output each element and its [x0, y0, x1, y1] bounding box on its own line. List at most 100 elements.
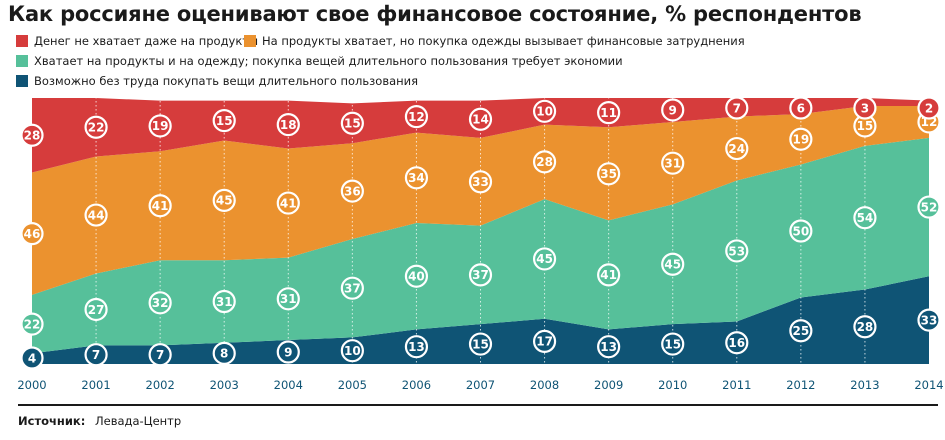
value-marker: 12	[404, 105, 429, 129]
data-label: 41	[600, 268, 617, 282]
value-marker-circle	[789, 219, 813, 243]
value-marker-circle	[84, 343, 108, 367]
data-label: 45	[536, 252, 553, 266]
x-tick-label: 2000	[17, 378, 46, 392]
value-marker-circle	[404, 166, 429, 190]
value-marker-circle	[789, 127, 813, 151]
value-marker: 24	[725, 136, 749, 161]
value-marker-circle	[340, 179, 364, 203]
value-marker: 28	[532, 150, 557, 174]
data-label: 13	[600, 340, 617, 354]
data-label: 54	[857, 211, 874, 225]
value-marker: 40	[404, 264, 429, 288]
data-label: 10	[344, 344, 361, 358]
data-label: 53	[728, 244, 745, 258]
value-marker-circle	[597, 101, 621, 125]
x-tick-label: 2009	[594, 378, 623, 392]
value-marker-circle	[212, 341, 236, 365]
value-marker: 35	[597, 162, 621, 186]
legend-label: На продукты хватает, но покупка одежды в…	[262, 34, 745, 48]
value-marker: 31	[276, 287, 300, 311]
value-marker: 16	[725, 331, 749, 355]
value-marker: 45	[212, 188, 236, 213]
data-label: 14	[472, 113, 489, 127]
data-label: 32	[152, 296, 169, 310]
value-marker: 3	[853, 96, 877, 120]
value-marker: 54	[853, 206, 877, 230]
data-label: 2	[925, 101, 933, 115]
value-marker-circle	[725, 96, 749, 120]
value-marker-circle	[148, 194, 172, 218]
data-label: 37	[472, 268, 489, 282]
value-marker: 34	[404, 166, 429, 190]
data-label: 3	[861, 101, 869, 115]
value-marker-circle	[661, 252, 685, 276]
value-marker-circle	[725, 136, 749, 161]
value-marker: 13	[597, 335, 621, 359]
value-marker-circle	[468, 170, 493, 194]
value-marker: 15	[468, 332, 493, 356]
data-label: 25	[793, 324, 810, 338]
data-label: 22	[88, 121, 105, 135]
chart-title: Как россияне оценивают свое финансовое с…	[8, 2, 862, 26]
data-label: 27	[88, 303, 105, 317]
value-marker: 15	[661, 332, 685, 356]
value-marker: 45	[532, 247, 557, 271]
value-marker-circle	[917, 195, 941, 219]
value-marker-circle	[20, 346, 44, 370]
value-marker: 22	[20, 312, 44, 336]
value-marker: 14	[468, 107, 493, 131]
value-marker-circle	[84, 203, 108, 227]
data-label: 11	[600, 106, 617, 120]
data-label: 19	[793, 133, 810, 147]
data-label: 4	[28, 351, 36, 365]
legend-swatch-blue	[16, 75, 28, 87]
data-label: 24	[728, 142, 745, 156]
value-marker: 19	[148, 114, 172, 138]
value-marker: 22	[84, 115, 108, 139]
value-marker-circle	[853, 96, 877, 120]
area-series-2	[32, 105, 929, 295]
legend-item-clothes-difficulty: На продукты хватает, но покупка одежды в…	[244, 34, 745, 48]
data-label: 31	[280, 292, 297, 306]
value-marker-circle	[84, 297, 108, 322]
x-tick-label: 2011	[722, 378, 751, 392]
data-label: 50	[793, 224, 810, 238]
value-marker-circle	[20, 123, 44, 147]
data-label: 31	[216, 295, 233, 309]
value-marker-circle	[789, 96, 813, 120]
x-tick-label: 2005	[338, 378, 367, 392]
value-marker: 7	[725, 96, 749, 120]
value-marker: 9	[276, 340, 300, 364]
value-marker-circle	[148, 114, 172, 138]
data-label: 44	[88, 208, 105, 222]
data-label: 33	[921, 313, 938, 327]
value-marker-circle	[597, 263, 621, 287]
data-label: 10	[536, 105, 553, 119]
value-marker-circle	[404, 264, 429, 288]
value-marker-circle	[84, 115, 108, 139]
x-tick-label: 2007	[466, 378, 495, 392]
value-marker-circle	[532, 150, 557, 174]
source-label: Источник:	[18, 414, 86, 428]
value-marker: 28	[853, 315, 877, 339]
value-marker: 18	[276, 113, 300, 137]
x-tick-label: 2002	[146, 378, 175, 392]
value-marker-circle	[404, 105, 429, 129]
value-marker: 53	[725, 239, 749, 263]
value-marker-circle	[276, 287, 300, 311]
value-marker-circle	[340, 276, 364, 300]
value-marker-circle	[276, 191, 300, 215]
data-label: 36	[344, 184, 361, 198]
x-tick-label: 2012	[786, 378, 815, 392]
legend-swatch-green	[16, 55, 28, 67]
value-marker-circle	[468, 263, 493, 287]
value-marker: 33	[468, 170, 493, 194]
data-label: 13	[408, 340, 425, 354]
data-label: 7	[733, 101, 741, 115]
value-marker: 27	[84, 297, 108, 322]
value-marker: 32	[148, 291, 172, 315]
value-marker-circle	[276, 340, 300, 364]
area-series-3	[32, 98, 929, 173]
